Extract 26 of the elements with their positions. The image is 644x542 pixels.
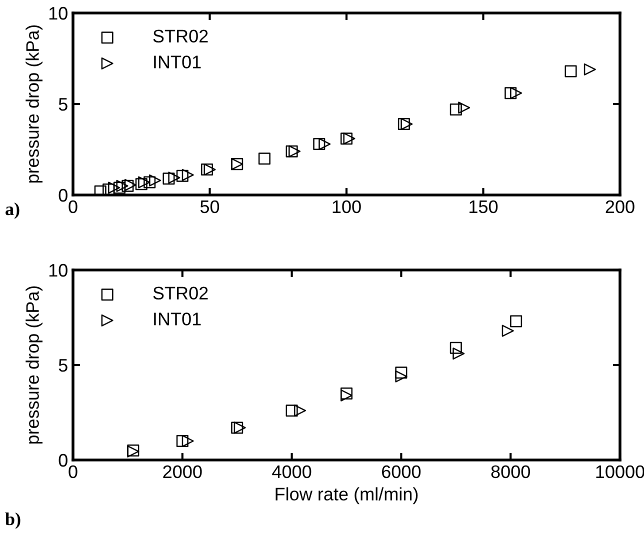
x-tick-label: 200 [606,200,634,214]
legend-label: STR02 [153,286,208,300]
x-axis-title: Flow rate (ml/min) [276,487,418,504]
text: a) [6,202,20,219]
x-tick-label: 150 [470,200,498,214]
y-tick-label: 5 [58,359,68,372]
x-tick-label: 0 [68,465,78,478]
y-axis-title: pressure drop (kPa) [26,25,42,183]
legend-label: INT01 [154,312,201,326]
x-tick-label: 0 [68,200,78,214]
text: b) [5,512,20,529]
x-tick-label: 8000 [491,465,530,478]
x-tick-label: 100 [332,200,361,214]
legend-label: INT01 [154,56,201,68]
y-axis-title: pressure drop (kPa) [26,286,42,444]
y-tick-label: 0 [58,188,68,202]
legend-label: STR02 [153,30,208,43]
x-tick-label: 10000 [596,465,644,478]
x-tick-label: 6000 [382,465,421,478]
y-tick-label: 10 [49,6,68,20]
x-tick-label: 2000 [163,465,202,478]
x-tick-label: 4000 [272,465,312,478]
y-tick-label: 10 [49,264,68,277]
y-tick-label: 5 [58,98,68,111]
x-tick-label: 50 [200,200,220,214]
y-tick-label: 0 [58,454,68,467]
